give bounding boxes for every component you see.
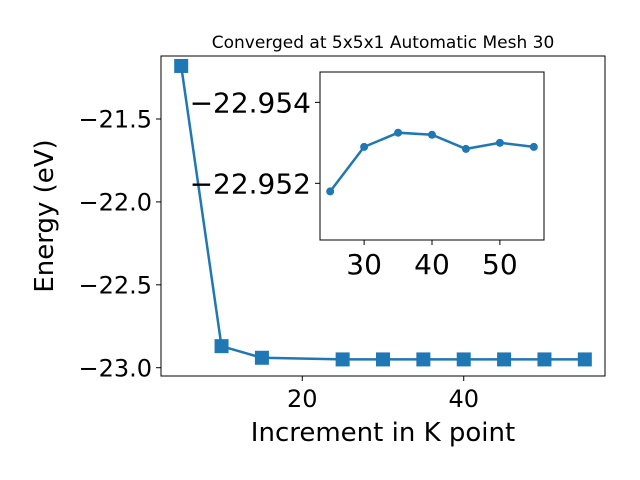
main-y-tick-label: −22.5 — [78, 271, 152, 299]
main-y-tick-label: −21.5 — [78, 106, 152, 134]
main-data-point — [254, 350, 269, 365]
main-data-point — [537, 352, 552, 367]
inset-y-tick-label: −22.954 — [190, 86, 311, 119]
inset-x-tick-label: 30 — [346, 248, 382, 281]
main-data-point — [497, 352, 512, 367]
main-plot-frame — [160, 55, 606, 377]
inset-plot-background — [320, 72, 544, 240]
chart-title: Converged at 5x5x1 Automatic Mesh 30 — [212, 33, 555, 53]
main-series-line — [179, 65, 585, 361]
x-axis-label: Increment in K point — [251, 418, 515, 448]
inset-data-point — [495, 138, 504, 147]
main-data-point — [416, 352, 431, 367]
main-ticks: 20 40 −21.5 −22.0 −22.5 −23.0 — [78, 106, 479, 413]
main-y-tick-label: −23.0 — [78, 354, 152, 382]
inset-data-point — [394, 128, 403, 137]
inset-data-point — [428, 130, 436, 139]
inset-ticks: 30 40 50 −22.954 −22.952 — [190, 86, 518, 281]
y-axis-label: Energy (eV) — [30, 139, 60, 292]
inset-x-tick-label: 50 — [482, 248, 518, 281]
inset-x-tick-label: 40 — [414, 248, 450, 281]
main-data-point — [376, 352, 390, 367]
inset-data-point — [326, 187, 335, 196]
main-data-point — [335, 352, 350, 367]
main-data-point — [214, 339, 229, 354]
inset-data-point — [529, 142, 538, 151]
inset-data-point — [461, 144, 470, 153]
main-data-point — [577, 352, 592, 367]
main-y-tick-label: −22.0 — [78, 189, 152, 217]
inset-series — [326, 128, 538, 196]
main-series — [174, 58, 592, 367]
main-x-tick-label: 40 — [448, 385, 479, 413]
main-x-tick-label: 20 — [287, 385, 318, 413]
inset-data-point — [360, 142, 369, 151]
main-data-point — [174, 58, 189, 73]
main-data-point — [456, 352, 471, 367]
inset-y-tick-label: −22.952 — [190, 167, 311, 200]
